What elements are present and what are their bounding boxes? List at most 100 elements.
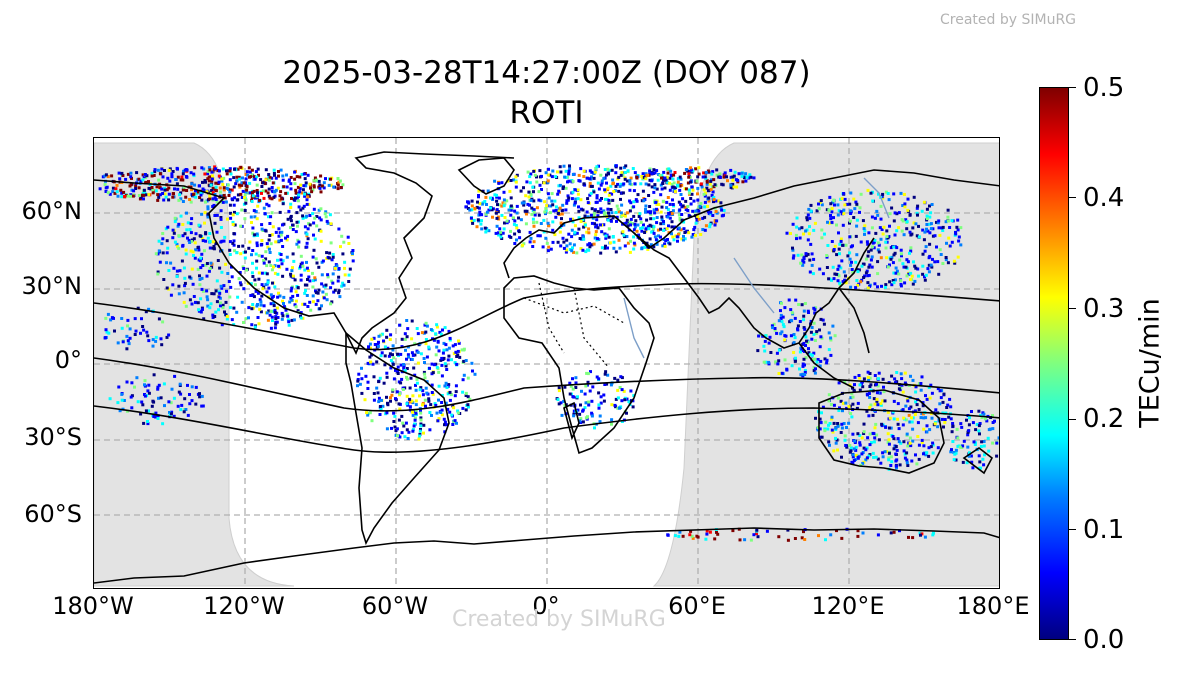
roti-point bbox=[625, 179, 629, 183]
roti-point bbox=[289, 206, 293, 209]
roti-point bbox=[614, 164, 618, 168]
roti-point bbox=[311, 188, 315, 192]
roti-point bbox=[267, 173, 271, 176]
roti-point bbox=[305, 214, 309, 218]
roti-point bbox=[849, 446, 853, 450]
roti-point bbox=[676, 184, 680, 188]
roti-point bbox=[697, 217, 701, 221]
roti-point bbox=[376, 342, 380, 346]
roti-point bbox=[154, 252, 158, 256]
roti-point bbox=[834, 426, 838, 430]
roti-point bbox=[574, 376, 578, 380]
roti-point bbox=[568, 392, 572, 396]
roti-point bbox=[408, 386, 412, 390]
roti-point bbox=[509, 204, 513, 208]
roti-point bbox=[895, 269, 899, 273]
roti-point bbox=[871, 241, 875, 245]
roti-point bbox=[500, 204, 504, 208]
roti-point bbox=[396, 370, 400, 374]
roti-point bbox=[929, 383, 933, 387]
roti-point bbox=[289, 272, 293, 276]
roti-point bbox=[886, 440, 890, 444]
roti-point bbox=[842, 422, 846, 425]
roti-point bbox=[322, 181, 326, 185]
roti-point bbox=[300, 191, 304, 195]
roti-point bbox=[848, 444, 852, 447]
roti-point bbox=[456, 411, 460, 415]
roti-point bbox=[899, 191, 903, 195]
roti-point bbox=[147, 409, 150, 413]
roti-point bbox=[856, 529, 860, 533]
roti-point bbox=[789, 308, 793, 312]
roti-point bbox=[403, 369, 407, 372]
roti-point bbox=[692, 199, 696, 203]
roti-point bbox=[694, 209, 698, 213]
roti-point bbox=[182, 300, 186, 304]
roti-point bbox=[685, 187, 688, 191]
roti-point bbox=[686, 181, 690, 185]
roti-point bbox=[170, 172, 174, 176]
roti-point bbox=[832, 449, 836, 453]
roti-point bbox=[623, 171, 627, 174]
roti-point bbox=[942, 392, 946, 396]
roti-point bbox=[897, 440, 901, 444]
roti-point bbox=[226, 217, 229, 221]
roti-point bbox=[228, 167, 232, 171]
roti-point bbox=[714, 210, 718, 213]
roti-point bbox=[440, 363, 444, 367]
roti-point bbox=[306, 227, 310, 231]
roti-point bbox=[427, 345, 431, 349]
roti-point bbox=[723, 171, 727, 175]
roti-point bbox=[261, 181, 265, 185]
roti-point bbox=[735, 185, 739, 189]
roti-point bbox=[430, 391, 434, 394]
roti-point bbox=[452, 352, 456, 356]
roti-point bbox=[655, 221, 659, 225]
roti-point bbox=[548, 173, 552, 177]
roti-point bbox=[278, 194, 282, 198]
roti-point bbox=[629, 239, 632, 243]
roti-point bbox=[431, 371, 435, 375]
roti-point bbox=[114, 187, 118, 191]
roti-point bbox=[924, 245, 928, 249]
roti-point bbox=[779, 313, 783, 317]
roti-point bbox=[921, 404, 925, 408]
roti-point bbox=[820, 411, 823, 415]
roti-point bbox=[606, 246, 609, 250]
roti-point bbox=[546, 221, 550, 225]
roti-point bbox=[391, 361, 395, 365]
roti-point bbox=[213, 214, 217, 217]
roti-point bbox=[599, 401, 603, 405]
roti-point bbox=[904, 218, 908, 222]
roti-point bbox=[572, 412, 576, 416]
roti-point bbox=[479, 222, 483, 226]
roti-point bbox=[852, 197, 856, 201]
roti-point bbox=[919, 416, 923, 420]
roti-point bbox=[147, 186, 151, 190]
roti-point bbox=[602, 177, 606, 181]
roti-point bbox=[802, 257, 806, 260]
roti-point bbox=[558, 230, 562, 234]
roti-point bbox=[309, 186, 312, 190]
roti-point bbox=[648, 237, 652, 241]
roti-point bbox=[444, 343, 448, 347]
roti-point bbox=[266, 245, 270, 249]
roti-point bbox=[546, 249, 550, 253]
roti-point bbox=[865, 240, 869, 244]
roti-point bbox=[485, 210, 489, 214]
roti-point bbox=[779, 309, 782, 313]
roti-point bbox=[930, 265, 934, 269]
roti-point bbox=[539, 222, 543, 225]
roti-point bbox=[243, 196, 246, 200]
roti-point bbox=[830, 428, 834, 432]
roti-point bbox=[251, 226, 255, 230]
roti-point bbox=[922, 444, 926, 448]
roti-point bbox=[772, 322, 776, 326]
roti-point bbox=[655, 207, 658, 211]
roti-point bbox=[139, 195, 143, 199]
roti-point bbox=[708, 225, 712, 229]
roti-point bbox=[173, 374, 177, 378]
roti-point bbox=[180, 403, 184, 407]
roti-point bbox=[317, 265, 321, 269]
roti-point bbox=[675, 235, 679, 239]
